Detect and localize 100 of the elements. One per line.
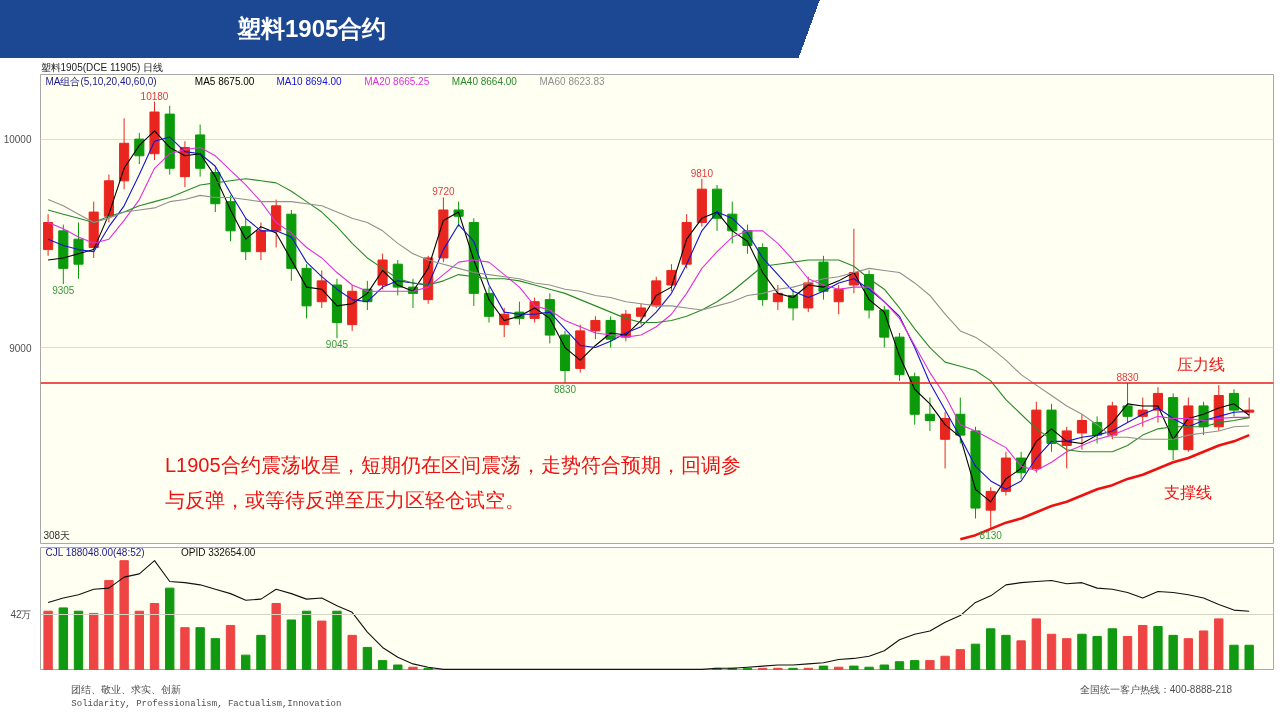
bar bbox=[864, 666, 874, 670]
legend-title: CJL 188048.00(48:52) bbox=[45, 547, 145, 558]
bar bbox=[165, 587, 175, 670]
bar bbox=[423, 667, 433, 670]
text: MA10 8694.00 bbox=[276, 76, 343, 88]
bar bbox=[1092, 635, 1102, 670]
bar bbox=[286, 619, 297, 670]
candlestick bbox=[788, 288, 799, 321]
bar bbox=[73, 610, 84, 670]
text: MA40 8664.00 bbox=[451, 76, 518, 88]
series-label: 支撑线 bbox=[1164, 484, 1213, 502]
bar bbox=[970, 643, 981, 670]
candlestick bbox=[590, 315, 601, 340]
bar bbox=[1229, 644, 1239, 670]
annotation: 9810 bbox=[690, 167, 714, 179]
chart-subtitle: 塑料1905(DCE 11905) 日线 bbox=[40, 62, 164, 73]
bar bbox=[986, 628, 996, 670]
annotation: 10180 bbox=[140, 90, 169, 102]
bar bbox=[1122, 635, 1133, 670]
bar bbox=[1138, 624, 1148, 670]
legend-title: MA组合(5,10,20,40,60,0) bbox=[45, 76, 157, 88]
bar bbox=[195, 627, 205, 670]
bar bbox=[803, 667, 813, 670]
bar bbox=[256, 634, 266, 670]
annotation: 9045 bbox=[325, 339, 349, 351]
candlestick bbox=[666, 263, 677, 292]
bar bbox=[788, 667, 798, 670]
bar bbox=[408, 666, 418, 670]
bar bbox=[1214, 618, 1224, 670]
chart-title: 塑料1905合约 bbox=[237, 14, 387, 44]
bar bbox=[1077, 633, 1087, 670]
annotation: 9720 bbox=[432, 186, 455, 198]
bar bbox=[58, 607, 68, 670]
bar bbox=[742, 667, 753, 670]
text: Solidarity, Professionalism, Factualism,Innovation bbox=[71, 698, 342, 709]
bar bbox=[818, 665, 829, 670]
bar bbox=[1168, 634, 1178, 670]
bar bbox=[377, 660, 388, 670]
annotation: 9305 bbox=[52, 284, 75, 296]
bar bbox=[1244, 644, 1254, 670]
annotation: 8830 bbox=[1116, 372, 1140, 383]
bar bbox=[89, 612, 99, 670]
candlestick bbox=[1076, 413, 1087, 451]
bar bbox=[119, 560, 129, 670]
ref-line-label: 压力线 bbox=[1176, 356, 1225, 373]
bar bbox=[332, 610, 342, 670]
bar bbox=[894, 661, 905, 670]
bar bbox=[149, 603, 160, 670]
bar bbox=[317, 620, 327, 670]
bar bbox=[347, 634, 357, 670]
bar bbox=[241, 654, 251, 670]
bar bbox=[1031, 618, 1042, 670]
text: 团结、敬业、求实、创新 bbox=[71, 684, 182, 695]
bar bbox=[1183, 638, 1194, 670]
y-tick-label: 9000 bbox=[9, 342, 32, 354]
bar bbox=[757, 667, 768, 670]
bar bbox=[910, 660, 920, 670]
candlestick bbox=[833, 284, 844, 315]
annotation: L1905合约震荡收星，短期仍在区间震荡，走势符合预期，回调参与反弹，或等待反弹至压力区轻仓试空。 bbox=[165, 454, 741, 512]
bar bbox=[301, 610, 312, 670]
candlestick bbox=[1122, 382, 1133, 424]
bar bbox=[1046, 633, 1057, 670]
y-tick-label: 10000 bbox=[3, 134, 32, 146]
bar bbox=[955, 649, 965, 670]
bar bbox=[940, 655, 950, 670]
bar bbox=[849, 665, 859, 670]
bar bbox=[773, 667, 783, 670]
bar bbox=[271, 603, 281, 670]
text: 全国统一客户热线：400-8888-218 bbox=[1079, 684, 1233, 695]
bar bbox=[1107, 628, 1118, 670]
text: MA20 8665.25 bbox=[364, 76, 430, 88]
bar bbox=[104, 579, 114, 670]
bar bbox=[180, 627, 190, 670]
bar bbox=[1153, 626, 1163, 670]
bar bbox=[1001, 634, 1011, 670]
candlestick bbox=[316, 269, 327, 309]
annotation: 308天 bbox=[43, 529, 71, 541]
bar bbox=[925, 660, 935, 670]
bar bbox=[393, 664, 403, 670]
candlestick bbox=[924, 397, 935, 432]
bar bbox=[834, 666, 844, 670]
candlestick bbox=[1228, 388, 1240, 417]
candlestick bbox=[940, 411, 951, 469]
candlestick bbox=[635, 303, 647, 326]
candlestick bbox=[255, 222, 267, 261]
bar bbox=[225, 624, 236, 670]
annotation: 8130 bbox=[979, 529, 1003, 541]
bar bbox=[1016, 640, 1026, 670]
annotation: 8830 bbox=[553, 384, 577, 395]
bar bbox=[43, 610, 53, 670]
line-series bbox=[959, 433, 1251, 541]
candlestick bbox=[985, 486, 996, 530]
bar bbox=[362, 646, 373, 670]
text: MA60 8623.83 bbox=[539, 76, 605, 88]
candlestick bbox=[483, 286, 495, 324]
ref-line-label: 42万 bbox=[10, 608, 32, 620]
bar bbox=[1198, 630, 1209, 670]
bar bbox=[879, 664, 889, 670]
text: MA5 8675.00 bbox=[194, 76, 255, 88]
bar bbox=[210, 638, 221, 670]
